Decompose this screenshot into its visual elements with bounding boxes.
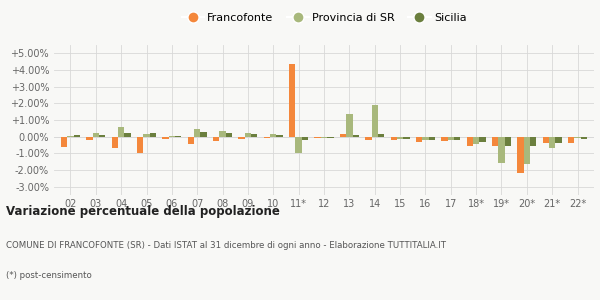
- Text: Variazione percentuale della popolazione: Variazione percentuale della popolazione: [6, 205, 280, 218]
- Bar: [137, 137, 143, 153]
- Bar: [200, 132, 207, 137]
- Bar: [220, 131, 226, 137]
- Bar: [391, 137, 397, 140]
- Bar: [467, 137, 473, 146]
- Bar: [422, 137, 428, 140]
- Bar: [86, 137, 92, 140]
- Text: (*) post-censimento: (*) post-censimento: [6, 271, 92, 280]
- Bar: [92, 133, 99, 137]
- Bar: [574, 137, 581, 138]
- Bar: [524, 137, 530, 164]
- Bar: [568, 137, 574, 142]
- Bar: [245, 133, 251, 137]
- Bar: [277, 135, 283, 137]
- Bar: [441, 137, 448, 141]
- Bar: [403, 137, 410, 139]
- Bar: [505, 137, 511, 146]
- Bar: [118, 127, 124, 137]
- Bar: [428, 137, 435, 140]
- Bar: [581, 137, 587, 139]
- Bar: [289, 64, 295, 137]
- Bar: [353, 135, 359, 137]
- Bar: [517, 137, 524, 173]
- Bar: [530, 137, 536, 146]
- Bar: [175, 136, 181, 137]
- Bar: [416, 137, 422, 142]
- Bar: [124, 133, 131, 137]
- Bar: [169, 136, 175, 137]
- Bar: [99, 135, 106, 137]
- Bar: [163, 137, 169, 139]
- Bar: [264, 137, 270, 138]
- Bar: [473, 137, 479, 144]
- Bar: [479, 137, 485, 142]
- Bar: [302, 137, 308, 140]
- Bar: [213, 137, 220, 141]
- Text: COMUNE DI FRANCOFONTE (SR) - Dati ISTAT al 31 dicembre di ogni anno - Elaborazio: COMUNE DI FRANCOFONTE (SR) - Dati ISTAT …: [6, 241, 446, 250]
- Bar: [448, 137, 454, 140]
- Bar: [295, 137, 302, 152]
- Bar: [542, 137, 549, 143]
- Bar: [454, 137, 460, 140]
- Bar: [226, 133, 232, 137]
- Bar: [238, 137, 245, 139]
- Bar: [67, 136, 74, 137]
- Bar: [321, 137, 327, 138]
- Bar: [549, 137, 556, 148]
- Legend: Francofonte, Provincia di SR, Sicilia: Francofonte, Provincia di SR, Sicilia: [177, 9, 471, 27]
- Bar: [251, 134, 257, 137]
- Bar: [556, 137, 562, 142]
- Bar: [74, 135, 80, 137]
- Bar: [270, 134, 277, 137]
- Bar: [61, 137, 67, 147]
- Bar: [340, 134, 346, 137]
- Bar: [188, 137, 194, 144]
- Bar: [365, 137, 371, 140]
- Bar: [498, 137, 505, 163]
- Bar: [371, 105, 378, 137]
- Bar: [346, 114, 353, 137]
- Bar: [143, 134, 150, 137]
- Bar: [378, 134, 384, 137]
- Bar: [150, 133, 156, 137]
- Bar: [112, 137, 118, 148]
- Bar: [397, 137, 403, 139]
- Bar: [492, 137, 498, 146]
- Bar: [194, 129, 200, 137]
